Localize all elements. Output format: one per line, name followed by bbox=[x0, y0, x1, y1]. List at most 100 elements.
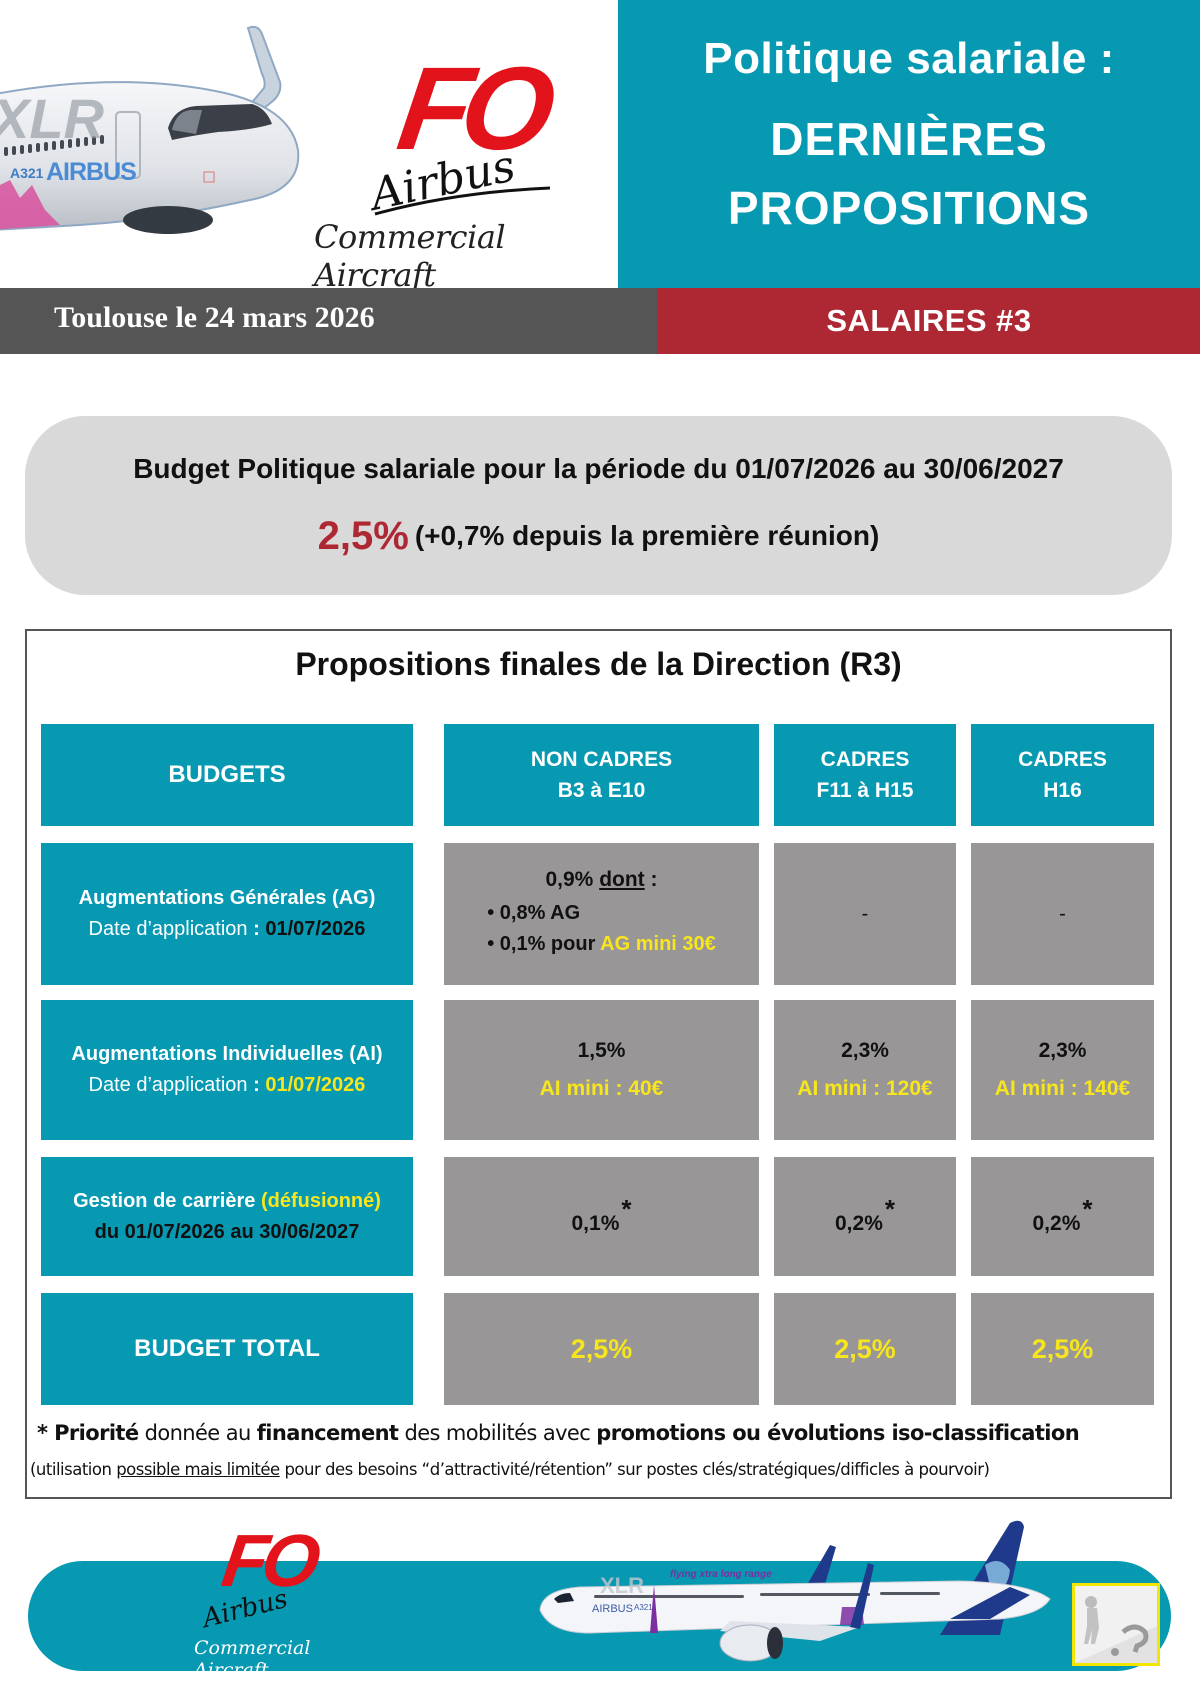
plane-model-text: A321 bbox=[634, 1603, 653, 1612]
cell-value: 1,5% bbox=[577, 1039, 626, 1062]
propositions-panel: Propositions finales de la Direction (R3… bbox=[25, 629, 1172, 1499]
column-header-cadres-f11-h15: CADRES F11 à H15 bbox=[774, 724, 956, 826]
page-title-line1: Politique salariale : bbox=[703, 34, 1115, 83]
cell-ag-cadres-f11-h15: - bbox=[774, 843, 956, 985]
issue-tag: SALAIRES #3 bbox=[826, 303, 1032, 338]
row-label-title: Gestion de carrière (défusionné) bbox=[73, 1186, 381, 1217]
cell-value: 2,3% bbox=[841, 1039, 889, 1062]
cell-value: - bbox=[861, 902, 869, 925]
asterisk-icon: * bbox=[884, 1194, 895, 1224]
cell-carriere-cadres-h16: 0,2%* bbox=[971, 1157, 1154, 1276]
page-title-line2: DERNIÈRES bbox=[770, 113, 1048, 165]
footnote-text: financement bbox=[256, 1421, 399, 1445]
cell-value-wrap: 0,1%* bbox=[572, 1190, 632, 1243]
row-label-title: Augmentations Individuelles (AI) bbox=[71, 1043, 383, 1065]
footnote-text: Priorité bbox=[54, 1421, 139, 1445]
issue-tag-bar: SALAIRES #3 bbox=[658, 288, 1200, 354]
cell-value: 2,5% bbox=[570, 1333, 633, 1364]
cell-total-cadres-h16: 2,5% bbox=[971, 1293, 1154, 1405]
cell-value: 0,2% bbox=[835, 1212, 883, 1235]
date-separator: : bbox=[247, 918, 266, 940]
column-header-cadres-h16: CADRES H16 bbox=[971, 724, 1154, 826]
footnote-text: donnée au bbox=[138, 1421, 257, 1445]
cell-ai-non-cadres: 1,5% AI mini : 40€ bbox=[444, 1000, 759, 1140]
ag-bullet-1: • 0,8% AG bbox=[487, 902, 581, 924]
fo-logo-subtitle: Commercial Aircraft bbox=[314, 218, 506, 288]
budget-delta: (+0,7% depuis la première réunion) bbox=[414, 520, 880, 551]
cell-value-wrap: 0,2%* bbox=[835, 1190, 895, 1243]
cell-mini: AI mini : 40€ bbox=[539, 1077, 664, 1100]
column-header-non-cadres: NON CADRES B3 à E10 bbox=[444, 724, 759, 826]
cell-value: 0,2% bbox=[1032, 1212, 1081, 1235]
page-title-line3: PROPOSITIONS bbox=[727, 182, 1091, 234]
cell-total-non-cadres: 2,5% bbox=[444, 1293, 759, 1405]
row-label-ag: Augmentations Générales (AG) Date d’appl… bbox=[41, 843, 413, 985]
figure-question-mark-icon bbox=[1075, 1596, 1157, 1663]
cell-ai-cadres-f11-h15: 2,3% AI mini : 120€ bbox=[774, 1000, 956, 1140]
budget-total-line: 2,5% (+0,7% depuis la première réunion) bbox=[25, 514, 1172, 559]
cell-carriere-cadres-f11-h15: 0,2%* bbox=[774, 1157, 956, 1276]
row-label-date: Date d’application : 01/07/2026 bbox=[89, 914, 366, 945]
date-prefix: Date d’application bbox=[88, 918, 248, 940]
date-separator: : bbox=[247, 1074, 266, 1096]
budget-period: Budget Politique salariale pour la pério… bbox=[133, 453, 1064, 484]
svg-text:XLR: XLR bbox=[0, 87, 105, 150]
cell-value: 2,5% bbox=[1031, 1333, 1094, 1364]
column-header-label: CADRES bbox=[820, 748, 910, 771]
cell-value: 2,3% bbox=[1038, 1039, 1087, 1062]
column-header-label: NON CADRES bbox=[530, 748, 673, 771]
svg-text:AIRBUS: AIRBUS bbox=[46, 158, 136, 186]
date-prefix: Date d’application bbox=[88, 1074, 248, 1096]
footer-fo-subtitle: Commercial Aircraft bbox=[194, 1637, 311, 1681]
footnote-note-text: pour des besoins “d’attractivité/rétenti… bbox=[279, 1460, 990, 1479]
budget-percent: 2,5% bbox=[317, 514, 409, 558]
row-label-text: Gestion de carrière bbox=[73, 1189, 256, 1212]
cell-mini: AI mini : 120€ bbox=[797, 1077, 933, 1100]
date-value: 01/07/2026 bbox=[265, 918, 366, 940]
fo-airbus-logo: FO Airbus Commercial Aircraft bbox=[310, 40, 580, 288]
row-label-date: Date d’application : 01/07/2026 bbox=[89, 1070, 366, 1101]
plane-livery-text: XLR bbox=[600, 1573, 644, 1598]
footnote-priority: * Priorité donnée au financement des mob… bbox=[37, 1421, 1162, 1445]
cell-value: - bbox=[1059, 902, 1066, 925]
airbus-plane-side-icon: flying xtra long range XLR AIRBUS A321 bbox=[539, 1520, 1051, 1662]
footnote-note-text: (utilisation bbox=[30, 1460, 117, 1479]
row-label-period: du 01/07/2026 au 30/06/2027 bbox=[94, 1220, 360, 1243]
cell-mini: AI mini : 140€ bbox=[994, 1077, 1131, 1100]
column-header-label: BUDGETS bbox=[168, 761, 286, 788]
plane-brand-text: AIRBUS bbox=[592, 1603, 633, 1615]
row-label-highlight: (défusionné) bbox=[260, 1189, 381, 1212]
column-header-budgets: BUDGETS bbox=[41, 724, 413, 826]
footnote-text: des mobilités avec bbox=[398, 1421, 597, 1445]
footnote-note-underline: possible mais limitée bbox=[116, 1460, 280, 1479]
cell-value-wrap: 0,2%* bbox=[1033, 1190, 1093, 1243]
date-bar: Toulouse le 24 mars 2026 bbox=[0, 288, 658, 354]
ag-mini-highlight: AG mini 30€ bbox=[600, 933, 716, 955]
ag-bullet-2: • 0,1% pour AG mini 30€ bbox=[487, 929, 716, 960]
ag-breakdown-list: • 0,8% AG • 0,1% pour AG mini 30€ bbox=[487, 898, 716, 960]
fo-logo-swoosh-icon bbox=[374, 186, 551, 216]
header-left-panel: XLR A321 AIRBUS FO Airbus Commercial Air… bbox=[0, 0, 618, 288]
date-value: 01/07/2026 bbox=[265, 1074, 366, 1096]
footnote-note: (utilisation possible mais limitée pour … bbox=[30, 1460, 1167, 1479]
date-text: Toulouse le 24 mars 2026 bbox=[54, 301, 375, 334]
footnote-text: promotions ou évolutions iso-classificat… bbox=[596, 1421, 1080, 1445]
cell-value: 0,1% bbox=[571, 1212, 620, 1235]
ag-total-value: 0,9% bbox=[545, 868, 594, 891]
column-header-sublabel: H16 bbox=[1043, 779, 1082, 802]
ag-total: 0,9% dont : bbox=[545, 868, 657, 892]
footer-fo-airbus-logo: FO Airbus Commercial Aircraft bbox=[180, 1519, 350, 1694]
cell-total-cadres-f11-h15: 2,5% bbox=[774, 1293, 956, 1405]
column-header-label: CADRES bbox=[1018, 748, 1107, 771]
header-title-panel: Politique salariale : DERNIÈRES PROPOSIT… bbox=[618, 0, 1200, 288]
row-label-carriere: Gestion de carrière (défusionné) du 01/0… bbox=[41, 1157, 413, 1276]
cell-ag-non-cadres: 0,9% dont : • 0,8% AG • 0,1% pour AG min… bbox=[444, 843, 759, 985]
cell-ai-cadres-h16: 2,3% AI mini : 140€ bbox=[971, 1000, 1154, 1140]
airbus-plane-nose-icon: XLR A321 AIRBUS bbox=[0, 25, 300, 234]
cell-ag-cadres-h16: - bbox=[971, 843, 1154, 985]
asterisk-icon: * bbox=[1082, 1194, 1093, 1224]
ag-bullet-2-text: • 0,1% pour bbox=[487, 933, 601, 955]
row-label-title: BUDGET TOTAL bbox=[134, 1335, 320, 1362]
row-label-title: Augmentations Générales (AG) bbox=[78, 887, 376, 909]
ag-total-word: dont bbox=[599, 868, 645, 891]
